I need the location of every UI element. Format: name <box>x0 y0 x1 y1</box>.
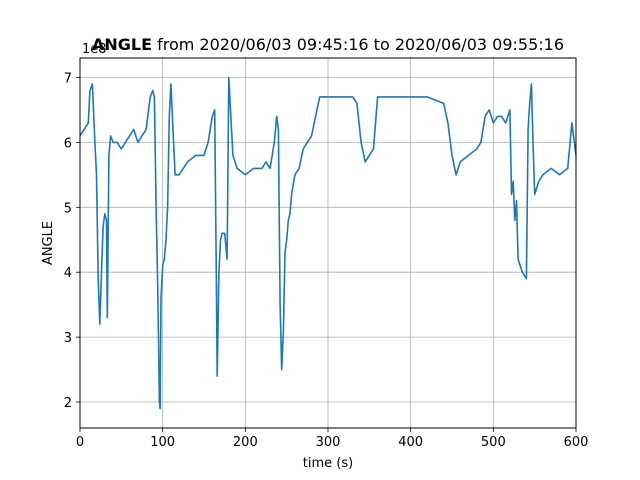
x-tick-label: 400 <box>398 435 423 450</box>
x-tick-label: 200 <box>233 435 258 450</box>
chart-title-rest: from 2020/06/03 09:45:16 to 2020/06/03 0… <box>157 35 564 54</box>
y-tick-label: 6 <box>64 136 72 151</box>
chart-title: ANGLE from 2020/06/03 09:45:16 to 2020/0… <box>92 35 564 54</box>
y-tick-label: 5 <box>64 201 72 216</box>
series-layer <box>79 76 577 410</box>
y-tick-label: 2 <box>64 396 72 411</box>
chart-title-bold: ANGLE <box>92 35 152 54</box>
series-line <box>79 76 577 410</box>
x-tick-label: 600 <box>564 435 589 450</box>
y-tick-label: 3 <box>64 331 72 346</box>
y-tick-label: 7 <box>64 71 72 86</box>
x-axis-label: time (s) <box>303 456 353 471</box>
offset-text: 1e8 <box>82 42 107 57</box>
x-tick-label: 500 <box>481 435 506 450</box>
y-axis-label: ANGLE <box>41 221 56 265</box>
grid-lines <box>79 58 577 428</box>
x-tick-label: 300 <box>316 435 341 450</box>
x-tick-label: 100 <box>150 435 175 450</box>
y-tick-label: 4 <box>64 266 72 281</box>
tick-layer: 0 100 200 300 400 500 600 2 3 4 5 6 7 <box>64 71 589 450</box>
x-tick-label: 0 <box>76 435 84 450</box>
